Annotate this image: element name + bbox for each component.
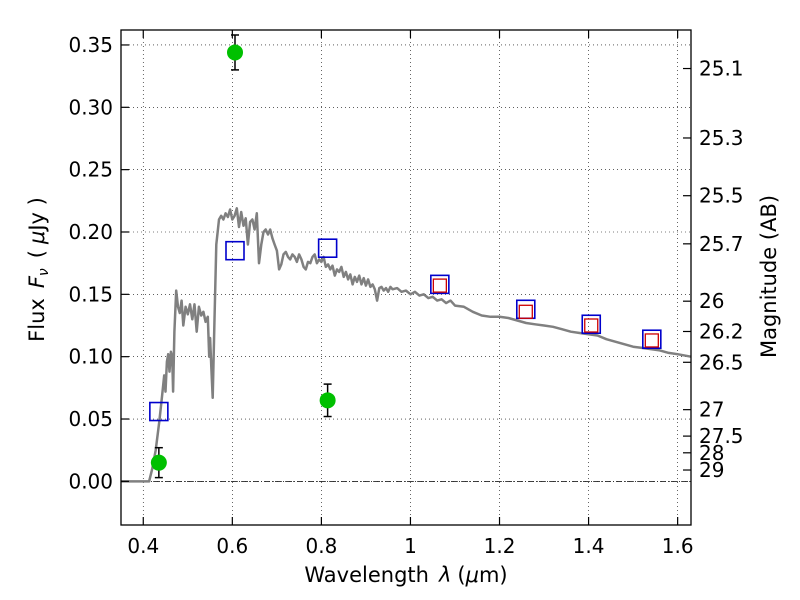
y-tick-label: 0.35 [68, 33, 113, 57]
blue-square-marker [430, 274, 450, 295]
data-marks [149, 34, 662, 479]
y2-tick-label: 26.5 [699, 350, 744, 374]
y2-tick-label: 27.5 [699, 424, 744, 448]
y2-tick-label: 27 [699, 398, 724, 422]
plot-frame [120, 29, 692, 526]
y2-tick-label: 29 [699, 458, 724, 482]
x-tick-label: 0.8 [305, 534, 337, 558]
blue-square-marker [225, 240, 245, 261]
y-tick-label: 0.30 [68, 95, 113, 119]
y-tick-label: 0.00 [68, 469, 113, 493]
x-tick-label: 0.4 [127, 534, 159, 558]
y2-tick-label: 25.1 [699, 57, 744, 81]
x-axis-label: Wavelength λ (μm) [304, 563, 507, 587]
y2-tick-label: 28 [699, 441, 724, 465]
y2-tick-label: 25.3 [699, 126, 744, 150]
x-tick-label: 1.6 [662, 534, 694, 558]
red-square-marker [432, 278, 447, 293]
observed-flux-point [150, 454, 167, 471]
x-tick-label: 1 [404, 534, 417, 558]
x-tick-label: 0.6 [216, 534, 248, 558]
axis-ticks: 0.4 0.6 0.8 1 1.2 1.4 1.6 0.00 0.05 0.10 0.15 0.20 0… [68, 30, 744, 558]
model-spectrum-line [121, 207, 692, 483]
y2-tick-label: 25.5 [699, 184, 744, 208]
red-square-marker [518, 304, 533, 319]
y2-tick-label: 26 [699, 289, 724, 313]
blue-square-marker [149, 401, 169, 422]
blue-square-marker [317, 238, 338, 258]
y-tick-label: 0.15 [68, 282, 113, 306]
red-square-marker [584, 318, 599, 333]
x-tick-label: 1.2 [484, 534, 516, 558]
x-tick-label: 1.4 [573, 534, 605, 558]
blue-square-marker [642, 329, 662, 350]
y-axis-label: FluxFν(μJy ) [25, 197, 52, 342]
y-tick-label: 0.05 [68, 407, 113, 431]
y-tick-label: 0.10 [68, 345, 113, 369]
y-tick-label: 0.25 [68, 158, 113, 182]
observed-flux-point [319, 392, 336, 409]
y2-tick-label: 26.2 [699, 319, 744, 343]
blue-square-marker [581, 314, 602, 335]
y2-tick-label: 25.7 [699, 232, 744, 256]
grid-lines [121, 30, 691, 525]
y2-axis-label: Magnitude (AB) [757, 195, 781, 358]
y-tick-label: 0.20 [68, 220, 113, 244]
observed-flux-point [227, 44, 243, 61]
red-square-marker [644, 333, 659, 348]
